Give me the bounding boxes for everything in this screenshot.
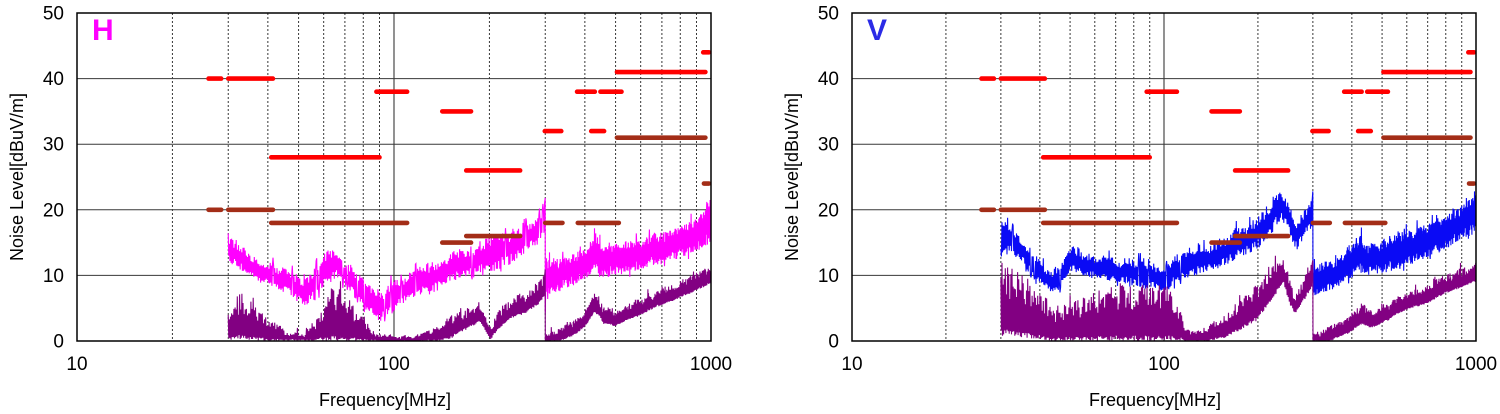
x-tick-10: 10 [841, 354, 862, 375]
y-tick-50: 50 [43, 4, 64, 25]
y-tick-0: 0 [53, 332, 64, 353]
chart-h-y-axis-title: Noise Level[dBuV/m] [7, 92, 27, 262]
plot-frame [851, 12, 1477, 342]
x-tick-100: 100 [378, 354, 410, 375]
trace-average [227, 268, 711, 341]
peak-limit-segments [206, 50, 712, 173]
average-limit-segments [979, 135, 1477, 245]
y-tick-40: 40 [43, 69, 64, 90]
average-limit-segments [206, 135, 712, 245]
traces [227, 197, 711, 341]
peak-limit-segments [979, 50, 1477, 173]
chart-v-y-axis-title: Noise Level[dBuV/m] [782, 92, 802, 262]
y-tick-20: 20 [43, 200, 64, 221]
y-tick-20: 20 [818, 200, 839, 221]
y-tick-30: 30 [818, 135, 839, 156]
chart-v-x-axis-title: Frequency[MHz] [1088, 390, 1222, 410]
y-tick-10: 10 [43, 266, 64, 287]
y-tick-50: 50 [818, 4, 839, 25]
chart-h-title: H [92, 14, 114, 47]
plot-frame [76, 12, 712, 342]
x-tick-1000: 1000 [1455, 354, 1497, 375]
x-tick-10: 10 [66, 354, 87, 375]
traces [1000, 191, 1476, 341]
y-tick-40: 40 [818, 69, 839, 90]
y-tick-30: 30 [43, 135, 64, 156]
chart-v-title: V [867, 14, 888, 47]
trace-peak-V [1000, 191, 1476, 296]
y-tick-10: 10 [818, 266, 839, 287]
x-tick-1000: 1000 [690, 354, 732, 375]
y-tick-0: 0 [828, 332, 839, 353]
trace-peak-H [227, 197, 711, 322]
x-tick-100: 100 [1148, 354, 1180, 375]
chart-h-x-axis-title: Frequency[MHz] [318, 390, 452, 410]
trace-average [1000, 255, 1476, 341]
